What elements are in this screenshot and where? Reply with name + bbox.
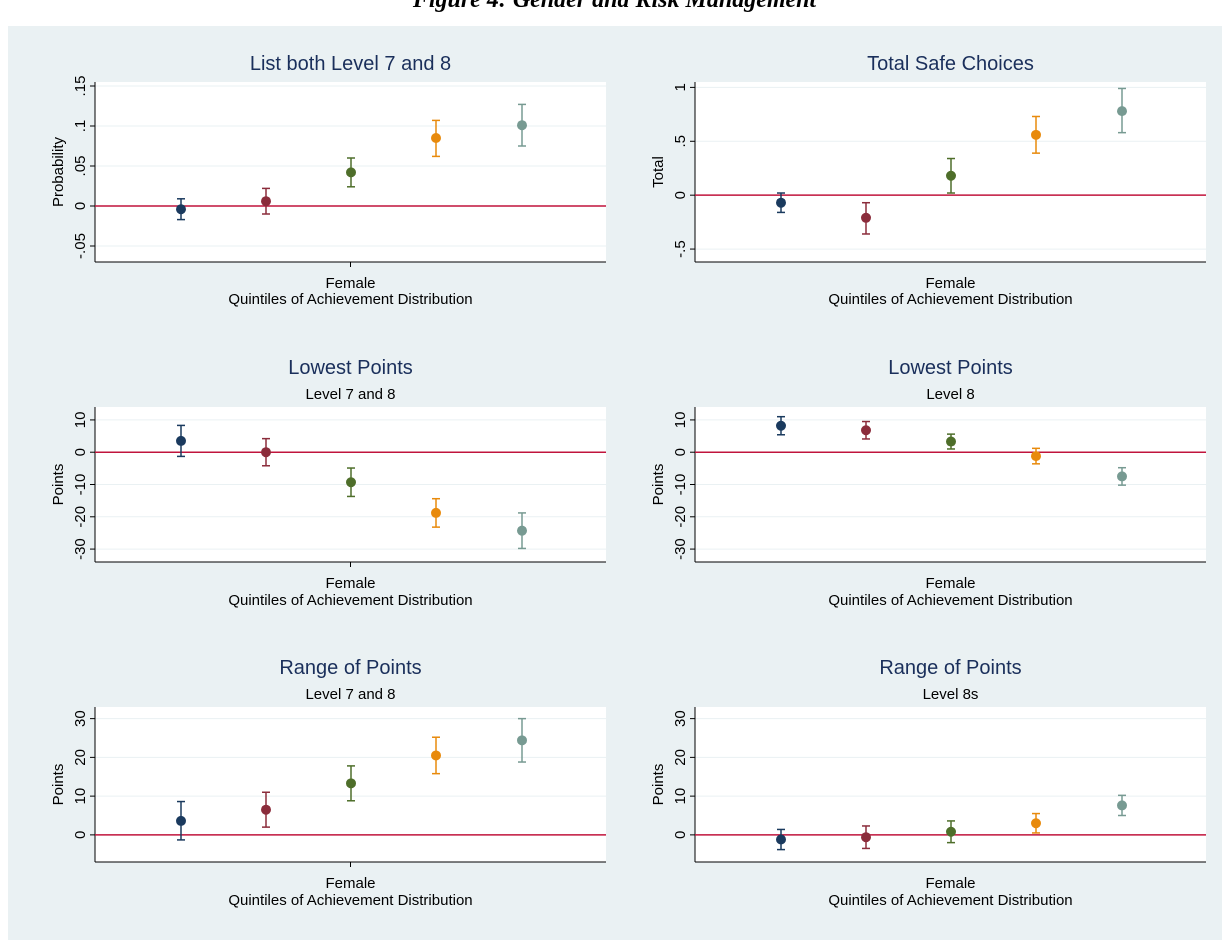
y-axis-label: Points [50,464,67,506]
y-axis-label: Points [50,764,67,806]
y-tick-label: -30 [672,538,689,560]
y-tick-label: 10 [672,412,689,429]
estimate-point [261,447,271,458]
chart-panel-3: -30 -20 -10 0 10 Lowest Points Level 7 and 8 Po… [50,357,606,609]
y-axis-label: Probability [50,136,67,207]
estimate-point [431,133,441,143]
y-tick-label: -10 [672,474,689,496]
y-tick-label: -20 [72,506,89,528]
y-tick-label: 10 [72,412,89,429]
y-tick-label: -.05 [72,233,89,259]
x-axis-label: Quintiles of Achievement Distribution [828,892,1072,909]
y-tick-label: .5 [672,135,689,148]
estimate-point [776,197,786,208]
estimate-point [346,778,356,789]
chart-title: Range of Points [879,657,1021,679]
chart-title: List both Level 7 and 8 [250,53,451,75]
y-tick-label: -20 [672,506,689,528]
y-tick-label: 0 [672,191,689,199]
y-tick-label: 0 [72,831,89,839]
estimate-point [176,204,186,215]
chart-title: Lowest Points [888,357,1013,379]
y-tick-label: 0 [72,202,89,210]
y-tick-label: .1 [72,120,89,133]
estimate-point [1117,106,1127,117]
estimate-point [1117,471,1127,482]
x-tick-label: Female [925,275,975,292]
x-axis-label: Quintiles of Achievement Distribution [228,592,472,609]
y-tick-label: 20 [72,749,89,766]
x-tick-label: Female [325,275,375,292]
estimate-point [776,834,786,845]
estimate-point [517,525,527,536]
estimate-point [431,750,441,761]
estimate-point [1031,129,1041,140]
y-tick-label: -10 [72,474,89,496]
chart-panel-1: -.05 0 .05 .1 .15 List both Level 7 and 8 Prob… [50,53,606,308]
x-tick-label: Female [925,875,975,892]
estimate-point [346,477,356,488]
chart-title: Total Safe Choices [867,53,1034,75]
estimate-point [1031,451,1041,462]
estimate-point [346,167,356,178]
y-tick-label: -.5 [672,240,689,258]
y-tick-label: 10 [672,788,689,805]
estimate-point [861,212,871,223]
estimate-point [261,196,271,207]
y-tick-label: 30 [72,710,89,727]
estimate-point [1031,818,1041,829]
chart-panel-4: -30 -20 -10 0 10 Lowest Points Level 8 Points Fe… [650,357,1206,609]
estimate-point [1117,800,1127,811]
estimate-point [176,815,186,826]
x-tick-label: Female [325,875,375,892]
y-axis-label: Points [650,464,667,506]
chart-title: Range of Points [279,657,421,679]
x-axis-label: Quintiles of Achievement Distribution [828,291,1072,308]
x-axis-label: Quintiles of Achievement Distribution [228,892,472,909]
estimate-point [861,425,871,436]
y-tick-label: 1 [672,83,689,91]
chart-subtitle: Level 8 [926,386,974,403]
x-axis-label: Quintiles of Achievement Distribution [228,291,472,308]
y-tick-label: .05 [72,156,89,177]
figure-title: Figure 4: Gender and Risk Management [412,0,817,13]
estimate-point [517,735,527,746]
y-tick-label: 0 [672,831,689,839]
estimate-point [261,804,271,815]
y-tick-label: 10 [72,788,89,805]
estimate-point [776,420,786,431]
estimate-point [946,436,956,447]
chart-panel-5: 0 10 20 30 Range of Points Level 7 and 8 Point… [50,657,606,909]
y-tick-label: 0 [672,448,689,456]
estimate-point [431,507,441,518]
chart-subtitle: Level 8s [923,686,979,703]
chart-subtitle: Level 7 and 8 [305,386,395,403]
estimate-point [176,435,186,446]
x-axis-label: Quintiles of Achievement Distribution [828,592,1072,609]
chart-subtitle: Level 7 and 8 [305,686,395,703]
y-tick-label: .15 [72,76,89,97]
estimate-point [946,826,956,837]
y-tick-label: -30 [72,538,89,560]
y-axis-label: Total [650,156,667,188]
chart-title: Lowest Points [288,357,413,379]
x-tick-label: Female [325,575,375,592]
chart-panel-2: -.5 0 .5 1 Total Safe Choices Total FemaleQuin… [650,53,1206,308]
x-tick-label: Female [925,575,975,592]
estimate-point [517,120,527,131]
y-tick-label: 20 [672,749,689,766]
y-axis-label: Points [650,764,667,806]
estimate-point [946,170,956,181]
y-tick-label: 30 [672,710,689,727]
estimate-point [861,832,871,843]
chart-panel-6: 0 10 20 30 Range of Points Level 8s Points Fema… [650,657,1206,909]
y-tick-label: 0 [72,448,89,456]
